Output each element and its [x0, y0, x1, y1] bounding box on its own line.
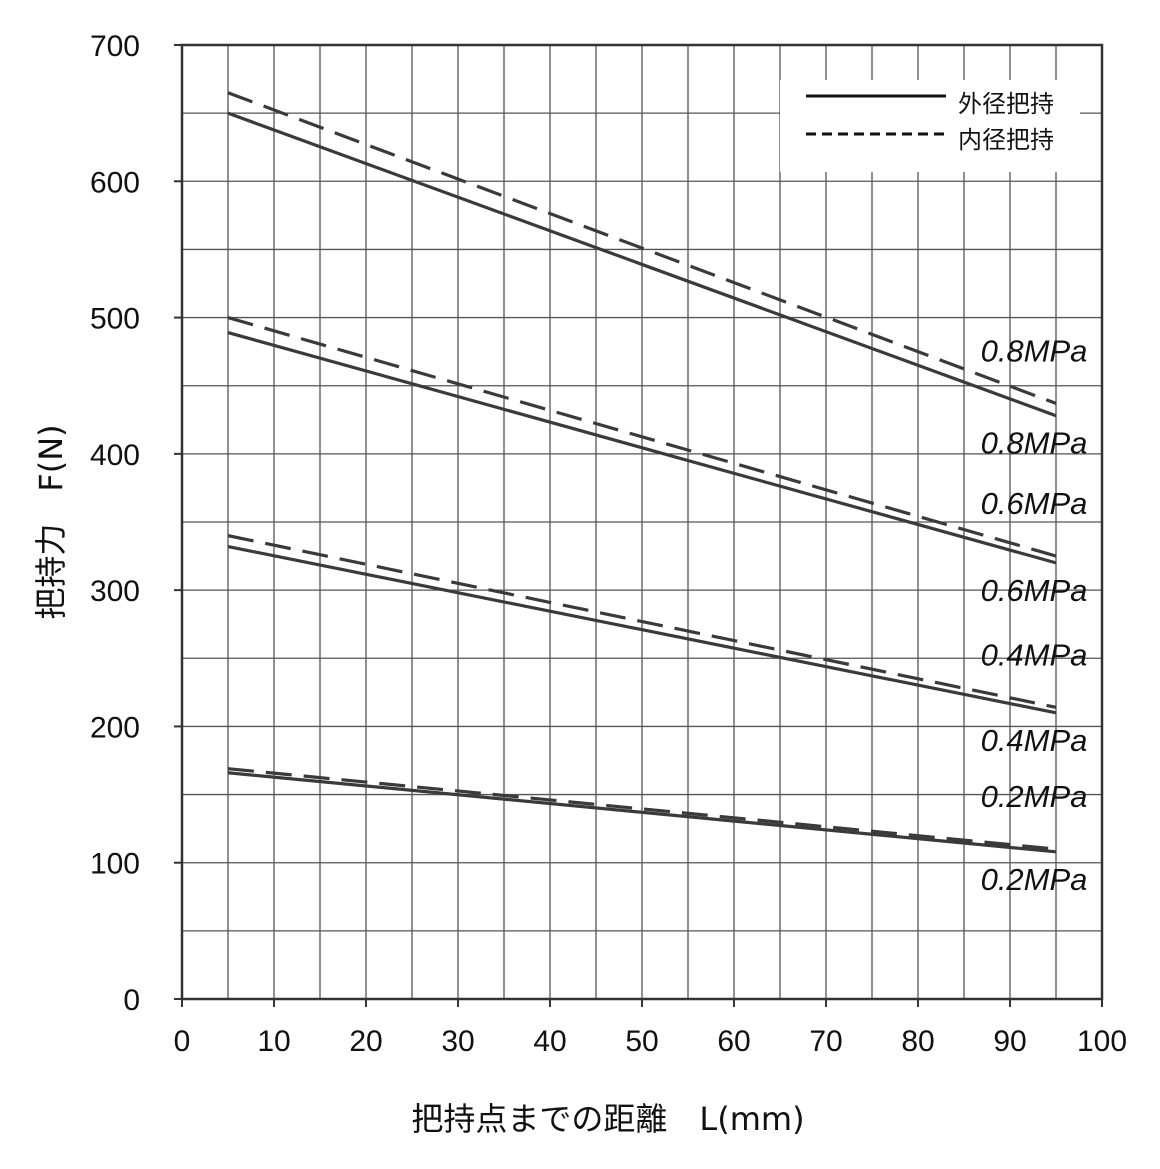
y-tick-label: 300	[90, 575, 140, 608]
y-tick-label: 500	[90, 303, 140, 336]
series-label-dashed: 0.8MPa	[981, 333, 1088, 368]
series-line-solid-0p8mpa	[227, 111, 1057, 418]
legend: 外径把持 内径把持	[780, 80, 1080, 172]
x-tick-label: 30	[441, 1025, 474, 1058]
series-label-dashed: 0.4MPa	[981, 637, 1088, 672]
x-tick-label: 70	[809, 1025, 842, 1058]
series-label-solid: 0.6MPa	[981, 573, 1088, 608]
series-label-solid: 0.8MPa	[981, 426, 1088, 461]
y-axis-title: 把持力 F(N)	[32, 424, 70, 619]
x-tick-label: 20	[349, 1025, 382, 1058]
axes: 0 10 20 30 40 50 60 70 80 90 100 0 100 200 300 400 500 60…	[90, 30, 1127, 1058]
x-tick-label: 80	[901, 1025, 934, 1058]
y-tick-label: 400	[90, 439, 140, 472]
series-label-solid: 0.2MPa	[981, 862, 1088, 897]
x-tick-label: 40	[533, 1025, 566, 1058]
x-axis-title: 把持点までの距離 L(mm)	[411, 1100, 804, 1138]
y-tick-label: 700	[90, 30, 140, 63]
series-line-solid-0p6mpa	[227, 331, 1057, 565]
series-line-dashed-0p6mpa	[227, 316, 1057, 558]
y-tick-label: 0	[123, 984, 140, 1017]
x-tick-label: 60	[717, 1025, 750, 1058]
series-label-solid: 0.4MPa	[981, 723, 1088, 758]
series-label-dashed: 0.6MPa	[981, 486, 1088, 521]
grid	[182, 45, 1102, 999]
y-tick-label: 100	[90, 848, 140, 881]
x-tick-label: 10	[257, 1025, 290, 1058]
y-tick-label: 600	[90, 166, 140, 199]
series-line-dashed-0p8mpa	[227, 91, 1057, 405]
series-lines	[227, 91, 1057, 854]
series-line-dashed-0p2mpa	[227, 767, 1057, 851]
series-line-dashed-0p4mpa	[227, 534, 1057, 709]
x-tick-label: 0	[174, 1025, 191, 1058]
x-tick-label: 100	[1077, 1025, 1127, 1058]
y-tick-label: 200	[90, 711, 140, 744]
series-line-solid-0p4mpa	[227, 544, 1057, 715]
legend-label-outer: 外径把持	[958, 90, 1054, 118]
x-tick-label: 90	[993, 1025, 1026, 1058]
x-tick-label: 50	[625, 1025, 658, 1058]
series-line-solid-0p2mpa	[227, 771, 1057, 854]
series-label-dashed: 0.2MPa	[981, 779, 1088, 814]
legend-label-inner: 内径把持	[958, 126, 1054, 154]
series-labels: 0.8MPa 0.8MPa 0.6MPa 0.6MPa 0.4MPa 0.4MPa 0.2M…	[981, 333, 1088, 896]
